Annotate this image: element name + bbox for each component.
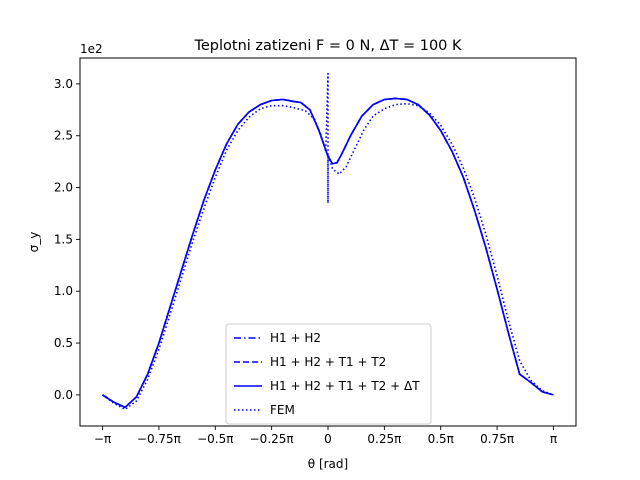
legend: H1 + H2 H1 + H2 + T1 + T2 H1 + H2 + T1 + T…	[225, 323, 432, 425]
y-tick-label: 1.5	[54, 232, 73, 246]
x-tick-label: 0.75π	[480, 432, 514, 446]
y-tick-label: 0.5	[54, 336, 73, 350]
y-axis: 0.0 0.5 1.0 1.5 2.0 2.5 3.0	[54, 77, 80, 402]
x-tick-label: 0	[324, 432, 332, 446]
chart-title: Teplotni zatizeni F = 0 N, ΔT = 100 K	[193, 38, 462, 54]
plot-area	[102, 72, 554, 411]
x-tick-label: 0.5π	[428, 432, 454, 446]
x-axis: −π −0.75π −0.5π −0.25π 0 0.25π 0.5π 0.75π π	[94, 426, 557, 446]
legend-label-1: H1 + H2	[270, 331, 321, 345]
x-axis-label: θ [rad]	[308, 457, 348, 471]
x-tick-label: −0.75π	[137, 432, 181, 446]
x-tick-label: −0.25π	[250, 432, 294, 446]
y-axis-label: σ_y	[27, 232, 41, 253]
y-tick-label: 2.5	[54, 129, 73, 143]
legend-box	[225, 323, 432, 425]
y-tick-label: 1.0	[54, 284, 73, 298]
x-tick-label: −π	[94, 432, 111, 446]
legend-label-4: FEM	[270, 403, 295, 417]
y-tick-label: 3.0	[54, 77, 73, 91]
y-tick-label: 0.0	[54, 388, 73, 402]
x-tick-label: 0.25π	[367, 432, 401, 446]
x-tick-label: π	[550, 432, 557, 446]
y-tick-label: 2.0	[54, 181, 73, 195]
legend-label-2: H1 + H2 + T1 + T2	[270, 355, 386, 369]
y-offset-label: 1e2	[80, 42, 103, 56]
x-tick-label: −0.5π	[197, 432, 233, 446]
legend-label-3: H1 + H2 + T1 + T2 + ΔT	[270, 379, 420, 393]
